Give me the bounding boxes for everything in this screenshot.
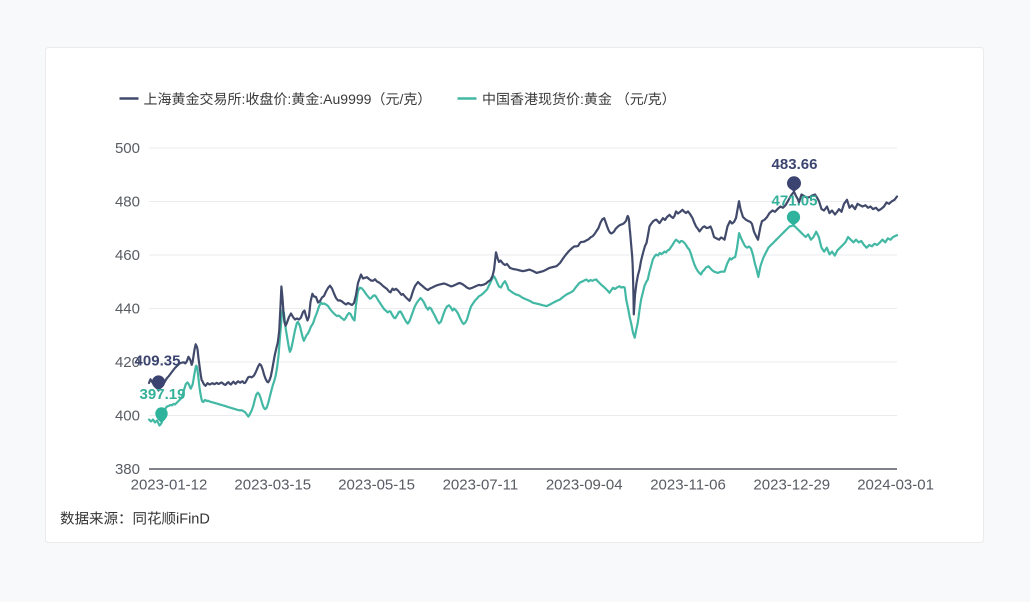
svg-text:2023-03-15: 2023-03-15 <box>234 477 311 494</box>
svg-text:2023-12-29: 2023-12-29 <box>753 477 830 494</box>
svg-text::: : <box>287 91 291 107</box>
svg-text:2024-03-01: 2024-03-01 <box>857 477 934 494</box>
svg-text:400: 400 <box>115 408 140 425</box>
svg-text:2023-07-11: 2023-07-11 <box>443 477 519 494</box>
svg-text::Au9999: :Au9999 <box>319 91 371 107</box>
svg-text:iFinD: iFinD <box>176 512 210 528</box>
svg-text:2023-01-12: 2023-01-12 <box>131 477 208 494</box>
svg-text:2023-11-06: 2023-11-06 <box>650 477 726 494</box>
svg-text:420: 420 <box>115 354 140 371</box>
svg-text:500: 500 <box>115 140 140 157</box>
svg-text::: : <box>242 91 246 107</box>
svg-text:483.66: 483.66 <box>772 156 818 173</box>
svg-text:397.19: 397.19 <box>140 386 186 403</box>
svg-text::: : <box>580 91 584 107</box>
svg-text:440: 440 <box>115 301 140 318</box>
svg-text:2023-05-15: 2023-05-15 <box>338 477 415 494</box>
svg-text:/: / <box>399 91 403 107</box>
svg-text:480: 480 <box>115 194 140 211</box>
svg-text:409.35: 409.35 <box>135 353 181 370</box>
svg-text:2023-09-04: 2023-09-04 <box>546 477 623 494</box>
svg-text:471.05: 471.05 <box>772 193 818 210</box>
svg-text:/: / <box>644 91 648 107</box>
svg-text:380: 380 <box>115 461 140 478</box>
svg-text:460: 460 <box>115 247 140 264</box>
